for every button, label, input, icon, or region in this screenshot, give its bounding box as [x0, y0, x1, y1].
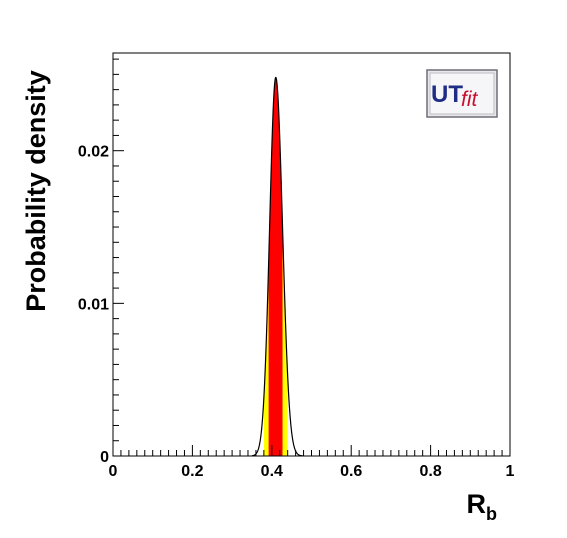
x-axis-title-main: R [467, 489, 487, 519]
y-tick-label: 0.01 [78, 296, 109, 313]
x-tick-label: 0.4 [261, 463, 283, 480]
interval-fill-1 [268, 77, 283, 457]
logo-text-main: UT [431, 81, 463, 108]
x-tick-label: 1 [506, 463, 515, 480]
x-tick-label: 0.8 [419, 463, 441, 480]
x-axis-title-subscript: b [486, 504, 497, 524]
x-tick-label: 0 [109, 463, 118, 480]
y-tick-label: 0 [100, 449, 109, 466]
axis-ticks [112, 58, 511, 457]
interval-fills [263, 77, 288, 457]
tick-labels: 0 0.2 0.4 0.6 0.8 1 0 0.01 0.02 [78, 144, 515, 480]
x-tick-label: 0.2 [181, 463, 203, 480]
utfit-logo: UT fit [426, 69, 498, 118]
logo-text-sub: fit [461, 88, 479, 111]
y-tick-label: 0.02 [78, 144, 109, 161]
density-curve [251, 76, 304, 457]
logo-inner [429, 72, 495, 115]
y-axis-title: Probability density [21, 70, 51, 312]
x-axis-title: Rb [467, 489, 498, 524]
x-tick-label: 0.6 [340, 463, 362, 480]
